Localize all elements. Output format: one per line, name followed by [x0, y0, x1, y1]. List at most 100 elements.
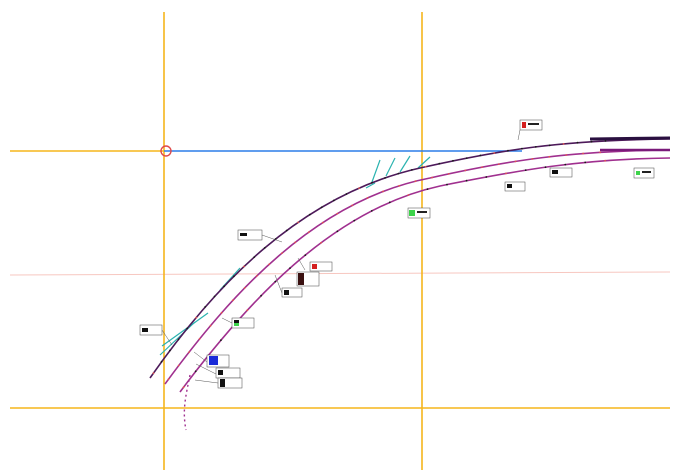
track-dot-marker	[289, 267, 291, 269]
track-dot-marker	[345, 193, 348, 195]
track-dot-marker	[548, 155, 551, 158]
track-dot-marker	[243, 287, 246, 289]
track-dot-marker	[505, 172, 507, 175]
track-dot-marker	[260, 294, 262, 297]
leader-lines	[161, 129, 521, 384]
track-dot-marker	[514, 160, 517, 163]
track-dot-marker	[223, 285, 226, 288]
track-dot-marker	[294, 241, 297, 244]
label-tag-right-mid[interactable]	[549, 167, 573, 178]
snap-point-circle-icon[interactable]	[160, 145, 172, 157]
track-dot-marker	[177, 338, 180, 341]
track-dot-marker	[590, 140, 593, 143]
track-inner-thick-end	[589, 136, 671, 141]
track-dot-marker	[565, 154, 568, 156]
label-tag-right-green[interactable]	[633, 167, 655, 179]
track-dot-marker	[253, 256, 256, 258]
label-tags	[139, 119, 655, 389]
track-dot-marker	[438, 162, 441, 165]
track-dot-marker	[604, 159, 606, 162]
track-dot-marker	[371, 181, 373, 184]
track-dot-marker	[353, 219, 356, 222]
label-tag-left-upper[interactable]	[237, 229, 263, 241]
label-tag-lower-b[interactable]	[217, 377, 243, 389]
track-dot-marker	[407, 194, 410, 196]
track-dot-marker	[431, 176, 433, 179]
label-tag-mid-cluster-a[interactable]	[309, 261, 333, 272]
track-dot-marker	[479, 154, 482, 157]
guide-line-horizontal-pink	[9, 271, 671, 276]
track-dot-marker	[194, 370, 197, 373]
track-dot-marker	[497, 163, 500, 166]
track-dot-marker	[321, 221, 324, 224]
label-tag-green-center[interactable]	[407, 207, 431, 219]
label-tag-mid-cluster-c[interactable]	[281, 287, 303, 298]
track-dot-marker	[304, 254, 307, 256]
track-dot-marker	[382, 190, 384, 193]
track-dot-marker	[195, 316, 198, 319]
track-dot-marker	[204, 306, 207, 308]
track-dot-marker	[336, 212, 339, 215]
track-dot-marker	[493, 152, 496, 154]
track-dot-marker	[336, 230, 339, 233]
track-dot-marker	[411, 169, 413, 171]
track-dot-marker	[152, 372, 155, 374]
track-dot-marker	[481, 166, 483, 169]
track-dot-marker	[160, 360, 163, 363]
track-dot-marker	[447, 173, 450, 175]
track-dot-marker	[485, 176, 488, 178]
label-tag-left-far[interactable]	[139, 324, 163, 336]
track-dot-marker	[531, 158, 534, 160]
track-dot-marker	[177, 364, 180, 367]
label-tag-left-mid[interactable]	[231, 317, 255, 329]
track-dot-marker	[333, 199, 335, 202]
guide-lines	[9, 12, 671, 470]
track-dot-marker	[167, 378, 170, 381]
track-dot-marker	[584, 161, 587, 164]
label-tag-mid-right[interactable]	[504, 181, 526, 192]
track-dot-marker	[465, 157, 468, 160]
track-dot-marker	[169, 349, 171, 352]
track-dot-marker	[358, 187, 360, 190]
track-dot-marker	[209, 324, 212, 327]
track-dot-marker	[246, 309, 249, 312]
track-dot-marker	[507, 149, 509, 152]
track-dot-marker	[182, 386, 185, 389]
track-dot-marker	[320, 206, 323, 209]
track-dot-marker	[308, 213, 311, 216]
track-dot-marker	[564, 163, 567, 166]
track-dot-marker	[576, 141, 579, 144]
track-dot-marker	[521, 147, 523, 150]
track-middle[interactable]	[164, 149, 671, 385]
track-dot-marker	[297, 221, 299, 224]
track-dot-marker	[384, 177, 386, 179]
track-dot-marker	[534, 146, 537, 148]
track-dot-marker	[220, 311, 223, 314]
track-dot-marker	[548, 144, 551, 147]
label-tag-top-right[interactable]	[519, 119, 543, 131]
track-dot-marker	[426, 188, 429, 191]
track-dot-marker	[233, 275, 235, 278]
label-tag-lower-a[interactable]	[215, 367, 241, 379]
track-dot-marker	[255, 275, 258, 277]
track-dot-marker	[414, 180, 417, 183]
track-bottom-spur[interactable]	[183, 374, 191, 431]
track-dot-marker	[232, 299, 234, 302]
track-dot-marker	[582, 152, 584, 155]
track-dot-marker	[274, 280, 277, 283]
track-dot-marker	[285, 229, 288, 232]
track-dot-marker	[397, 172, 400, 175]
track-dot-marker	[186, 327, 189, 330]
track-dot-marker	[604, 140, 607, 142]
label-tag-blue[interactable]	[206, 354, 230, 368]
track-dot-marker	[268, 263, 271, 266]
track-dot-marker	[544, 166, 547, 169]
track-dot-marker	[281, 252, 283, 255]
label-tag-mid-cluster-b[interactable]	[296, 271, 320, 287]
track-outer[interactable]	[149, 138, 671, 379]
track-dot-marker	[370, 210, 373, 212]
track-dot-marker	[307, 231, 310, 234]
track-dot-marker	[243, 265, 245, 268]
